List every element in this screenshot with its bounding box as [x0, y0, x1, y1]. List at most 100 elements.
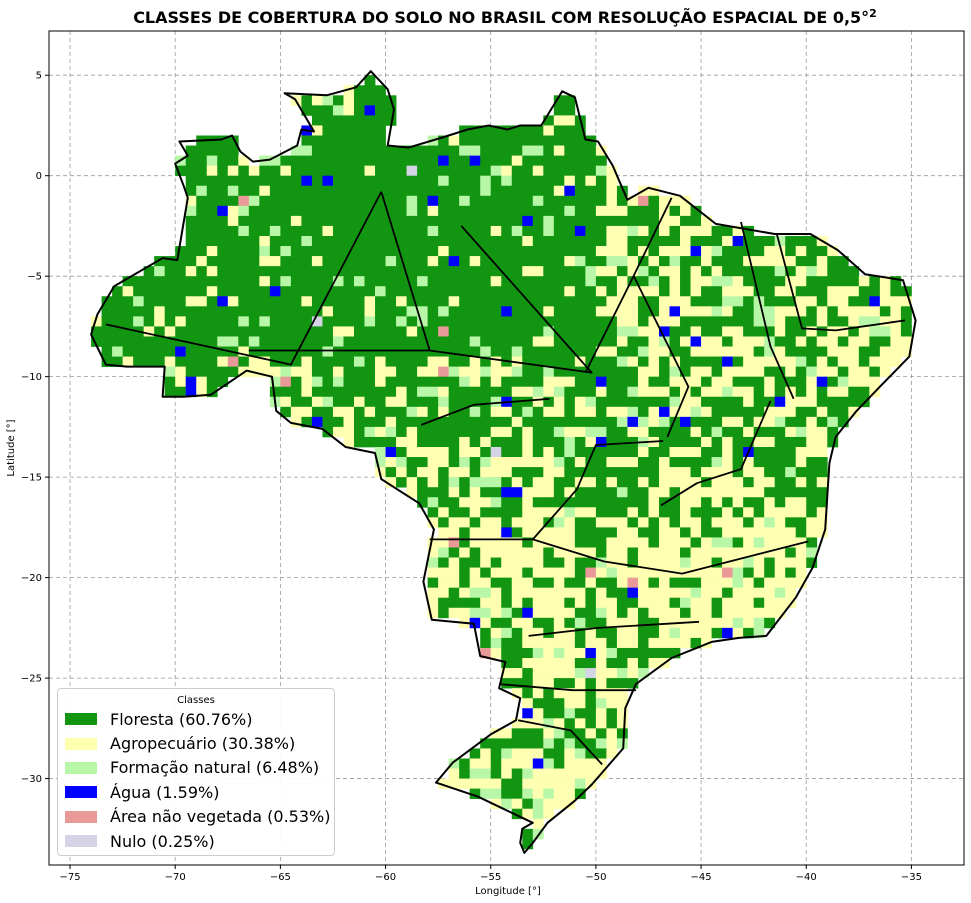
land-cover-cell	[406, 426, 418, 438]
land-cover-cell	[501, 256, 513, 267]
land-cover-cell	[396, 416, 407, 428]
y-axis-label: Latitude [°]	[6, 419, 17, 476]
land-cover-cell	[690, 587, 702, 599]
land-cover-cell	[795, 436, 807, 448]
land-cover-cell	[385, 296, 397, 307]
land-cover-cell	[522, 828, 534, 840]
land-cover-cell	[332, 185, 344, 197]
land-cover-cell	[574, 256, 586, 267]
land-cover-cell	[564, 185, 576, 197]
land-cover-cell	[175, 256, 187, 267]
land-cover-cell	[659, 547, 670, 558]
land-cover-cell	[311, 386, 323, 398]
land-cover-cell	[217, 356, 229, 367]
land-cover-cell	[501, 497, 513, 508]
land-cover-cell	[532, 366, 544, 378]
land-cover-cell	[774, 376, 786, 388]
land-cover-cell	[532, 577, 544, 589]
land-cover-cell	[375, 296, 386, 307]
legend-swatch	[65, 835, 97, 848]
land-cover-cell	[648, 477, 660, 488]
land-cover-cell	[701, 527, 712, 538]
land-cover-cell	[553, 155, 565, 166]
land-cover-cell	[459, 436, 471, 448]
land-cover-cell	[722, 286, 733, 297]
land-cover-cell	[764, 286, 776, 297]
land-cover-cell	[711, 286, 723, 297]
land-cover-cell	[837, 366, 849, 378]
land-cover-cell	[417, 326, 428, 337]
land-cover-cell	[543, 477, 555, 488]
land-cover-cell	[574, 778, 586, 789]
land-cover-cell	[732, 467, 744, 478]
land-cover-cell	[627, 627, 639, 639]
land-cover-cell	[869, 376, 881, 388]
land-cover-cell	[438, 457, 450, 468]
land-cover-cell	[511, 457, 523, 468]
land-cover-cell	[511, 788, 523, 800]
land-cover-cell	[637, 467, 649, 478]
land-cover-cell	[564, 768, 576, 779]
land-cover-cell	[332, 316, 344, 327]
land-cover-cell	[858, 326, 870, 337]
land-cover-cell	[290, 225, 302, 237]
land-cover-cell	[427, 165, 439, 177]
land-cover-cell	[806, 276, 818, 287]
land-cover-cell	[238, 155, 250, 166]
land-cover-cell	[301, 175, 313, 187]
land-cover-cell	[522, 145, 534, 156]
land-cover-cell	[501, 406, 513, 418]
land-cover-cell	[553, 276, 565, 287]
land-cover-cell	[217, 215, 229, 227]
land-cover-cell	[133, 296, 145, 307]
land-cover-cell	[743, 235, 755, 247]
land-cover-cell	[448, 507, 460, 518]
land-cover-cell	[133, 356, 145, 367]
land-cover-cell	[343, 125, 355, 136]
land-cover-cell	[711, 366, 723, 378]
land-cover-cell	[711, 597, 723, 609]
land-cover-cell	[753, 527, 765, 538]
land-cover-cell	[701, 577, 712, 589]
land-cover-cell	[648, 256, 660, 267]
land-cover-cell	[385, 235, 397, 247]
land-cover-cell	[448, 205, 460, 217]
land-cover-cell	[627, 346, 639, 357]
land-cover-cell	[532, 225, 544, 237]
land-cover-cell	[364, 205, 376, 217]
land-cover-cell	[627, 256, 639, 267]
land-cover-cell	[595, 406, 607, 418]
land-cover-cell	[616, 195, 628, 207]
land-cover-cell	[522, 567, 534, 578]
land-cover-cell	[574, 286, 586, 297]
land-cover-cell	[553, 306, 565, 317]
land-cover-cell	[637, 366, 649, 378]
land-cover-cell	[354, 155, 365, 166]
land-cover-cell	[154, 346, 166, 357]
land-cover-cell	[185, 185, 197, 197]
land-cover-cell	[879, 346, 891, 357]
land-cover-cell	[522, 306, 534, 317]
land-cover-cell	[417, 487, 428, 498]
land-cover-cell	[196, 266, 208, 277]
land-cover-cell	[543, 185, 555, 197]
land-cover-cell	[427, 376, 439, 388]
land-cover-cell	[322, 155, 334, 166]
land-cover-cell	[385, 145, 397, 156]
land-cover-cell	[543, 688, 555, 699]
land-cover-cell	[680, 447, 691, 458]
land-cover-cell	[532, 678, 544, 689]
land-cover-cell	[227, 215, 239, 227]
land-cover-cell	[732, 336, 744, 347]
land-cover-cell	[743, 457, 755, 468]
land-cover-cell	[627, 406, 639, 418]
land-cover-cell	[616, 537, 628, 548]
land-cover-cell	[690, 436, 702, 448]
land-cover-cell	[648, 346, 660, 357]
land-cover-cell	[806, 346, 818, 357]
land-cover-cell	[532, 517, 544, 528]
land-cover-cell	[175, 376, 187, 388]
land-cover-cell	[469, 246, 481, 257]
land-cover-cell	[269, 205, 281, 217]
land-cover-cell	[343, 165, 355, 177]
